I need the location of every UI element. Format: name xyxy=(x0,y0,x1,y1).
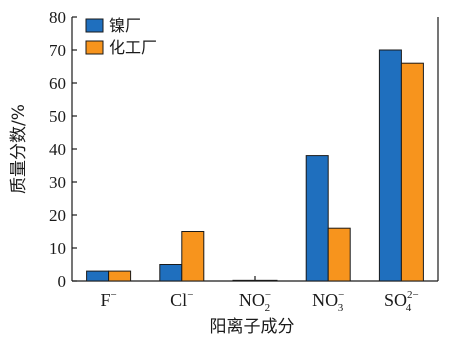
bar xyxy=(378,49,402,282)
y-tick-label: 30 xyxy=(49,173,66,192)
bar xyxy=(305,155,329,282)
legend-label: 镍厂 xyxy=(109,16,141,35)
legend-swatch xyxy=(85,18,104,33)
x-tick-label: Cl− xyxy=(170,289,193,310)
bar xyxy=(232,279,256,282)
x-tick-label: SO2− 4 xyxy=(384,289,419,314)
x-tick-label: NO− 3 xyxy=(312,289,344,314)
y-tick-label: 20 xyxy=(49,206,66,225)
bar xyxy=(400,62,424,282)
y-tick-label: 70 xyxy=(49,41,66,60)
y-tick-label: 80 xyxy=(49,8,66,27)
y-tick-label: 40 xyxy=(49,140,66,159)
x-tick-label: NO− 2 xyxy=(239,289,271,314)
y-tick-label: 60 xyxy=(49,74,66,93)
axes: 0 10 20 30 40 50 60 70 80 F− Cl− NO− 2 NO− 3 SO2− 4 xyxy=(49,8,439,314)
bar xyxy=(181,231,205,282)
bar xyxy=(108,270,132,282)
legend-swatch xyxy=(85,40,104,55)
x-tick-label: F− xyxy=(100,289,116,310)
bar xyxy=(254,279,278,282)
bar xyxy=(159,264,183,282)
bar xyxy=(327,227,351,282)
y-tick-label: 50 xyxy=(49,107,66,126)
x-axis-title: 阳离子成分 xyxy=(210,317,295,337)
legend-label: 化工厂 xyxy=(109,38,157,57)
y-axis-title: 质量分数/% xyxy=(9,104,29,194)
bars xyxy=(86,49,424,282)
y-tick-label: 10 xyxy=(49,239,66,258)
y-tick-label: 0 xyxy=(58,272,67,291)
bar xyxy=(86,270,110,282)
